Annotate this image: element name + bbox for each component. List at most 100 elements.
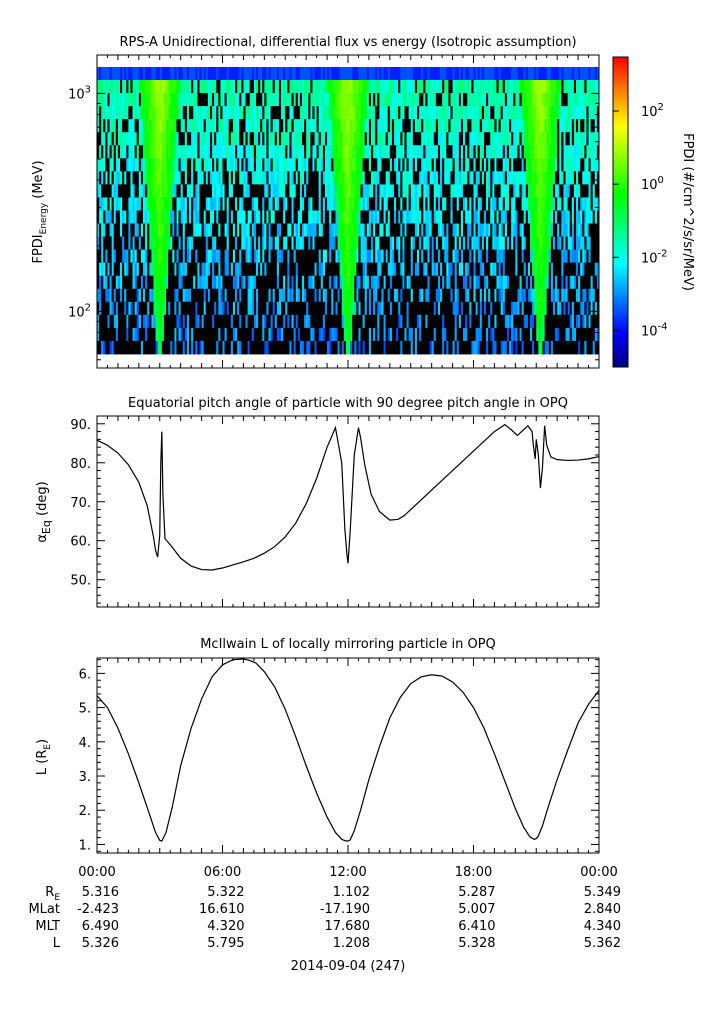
spectrogram-cell	[174, 223, 177, 237]
spectrogram-cell	[222, 223, 225, 237]
spectrogram-cell	[517, 288, 520, 303]
spectrogram-cell	[442, 171, 445, 185]
spectrogram-cell	[580, 119, 583, 133]
spectrogram-cell	[477, 158, 481, 172]
spectrogram-cell	[358, 171, 361, 185]
spectrogram-cell	[511, 119, 514, 133]
spectrogram-cell	[111, 236, 115, 251]
spectrogram-cell	[506, 145, 510, 159]
spectrogram-cell	[417, 262, 420, 277]
spectrogram-cell	[128, 197, 131, 211]
spectrogram-cell	[373, 93, 376, 107]
spectrogram-cell	[425, 145, 428, 159]
spectrogram-cell	[122, 288, 125, 303]
spectrogram-cell	[404, 106, 407, 120]
spectrogram-cell	[201, 158, 205, 172]
spectrogram-cell	[341, 223, 345, 237]
spectrogram-cell	[402, 197, 405, 211]
spectrogram-cell	[584, 262, 587, 277]
spectrogram-cell	[124, 184, 127, 198]
spectrogram-cell	[458, 210, 462, 224]
spectrogram-cell	[389, 288, 393, 303]
spectrogram-cell	[490, 158, 493, 172]
spectrogram-cell	[138, 106, 142, 120]
spectrogram-cell	[216, 132, 219, 146]
spectrogram-cell	[316, 171, 320, 185]
spectrogram-cell	[128, 158, 131, 172]
spectrogram-cell	[226, 145, 230, 159]
spectrogram-cell	[377, 262, 380, 277]
spectrogram-cell	[575, 106, 579, 120]
spectrogram-cell	[592, 236, 596, 251]
spectrogram-cell	[199, 158, 202, 172]
spectrogram-cell	[220, 288, 223, 303]
spectrogram-cell	[159, 119, 163, 133]
spectrogram-cell	[596, 158, 600, 172]
spectrogram-cell	[101, 80, 104, 94]
spectrogram-cell	[477, 93, 481, 107]
spectrogram-cell	[306, 106, 309, 120]
spectrogram-cell	[550, 314, 554, 329]
spectrogram-cell	[306, 67, 309, 81]
spectrogram-cell	[427, 236, 430, 251]
spectrogram-cell	[245, 106, 248, 120]
spectrogram-cell	[429, 171, 433, 185]
spectrogram-cell	[406, 314, 410, 329]
spectrogram-cell	[364, 184, 368, 198]
spectrogram-cell	[519, 171, 523, 185]
spectrogram-cell	[145, 197, 148, 211]
spectrogram-cell	[134, 223, 138, 237]
spectrogram-cell	[460, 67, 464, 81]
spectrogram-cell	[404, 119, 407, 133]
spectrogram-cell	[166, 288, 169, 303]
spectrogram-cell	[452, 262, 456, 277]
spectrogram-cell	[350, 301, 353, 316]
spectrogram-cell	[417, 145, 420, 159]
spectrogram-cell	[366, 288, 370, 303]
spectrogram-cell	[435, 145, 439, 159]
spectrogram-cell	[345, 119, 349, 133]
spectrogram-cell	[423, 288, 426, 303]
spectrogram-cell	[320, 275, 324, 290]
spectrogram-cell	[421, 262, 424, 277]
spectrogram-cell	[362, 275, 366, 290]
spectrogram-cell	[433, 301, 437, 316]
spectrogram-cell	[559, 236, 562, 251]
spectrogram-cell	[345, 197, 349, 211]
spectrogram-cell	[99, 67, 102, 81]
spectrogram-cell	[440, 158, 443, 172]
spectrogram-cell	[383, 301, 387, 316]
spectrogram-cell	[180, 93, 184, 107]
spectrogram-cell	[486, 106, 489, 120]
spectrogram-cell	[394, 158, 397, 172]
spectrogram-cell	[398, 223, 401, 237]
spectrogram-cell	[410, 327, 414, 342]
spectrogram-cell	[481, 106, 485, 120]
spectrogram-cell	[467, 184, 470, 198]
spectrogram-cell	[228, 262, 232, 277]
spectrogram-cell	[456, 119, 460, 133]
spectrogram-cell	[366, 93, 370, 107]
spectrogram-cell	[498, 288, 502, 303]
spectrogram-cell	[226, 249, 230, 264]
spectrogram-cell	[481, 93, 485, 107]
spectrogram-cell	[469, 119, 472, 133]
spectrogram-cell	[134, 158, 138, 172]
spectrogram-cell	[228, 80, 232, 94]
spectrogram-cell	[444, 223, 447, 237]
spectrogram-cell	[404, 210, 407, 224]
spectrogram-cell	[580, 171, 583, 185]
spectrogram-cell	[519, 301, 523, 316]
spectrogram-cell	[291, 119, 295, 133]
spectrogram-cell	[419, 67, 422, 81]
spectrogram-cell	[260, 288, 263, 303]
spectrogram-cell	[387, 223, 391, 237]
spectrogram-cell	[396, 288, 399, 303]
spectrogram-cell	[138, 327, 142, 342]
spectrogram-cell	[492, 145, 495, 159]
spectrogram-cell	[291, 275, 295, 290]
spectrogram-cell	[387, 314, 391, 329]
spectrogram-cell	[182, 223, 186, 237]
spectrogram-cell	[128, 223, 131, 237]
spectrogram-cell	[113, 106, 117, 120]
